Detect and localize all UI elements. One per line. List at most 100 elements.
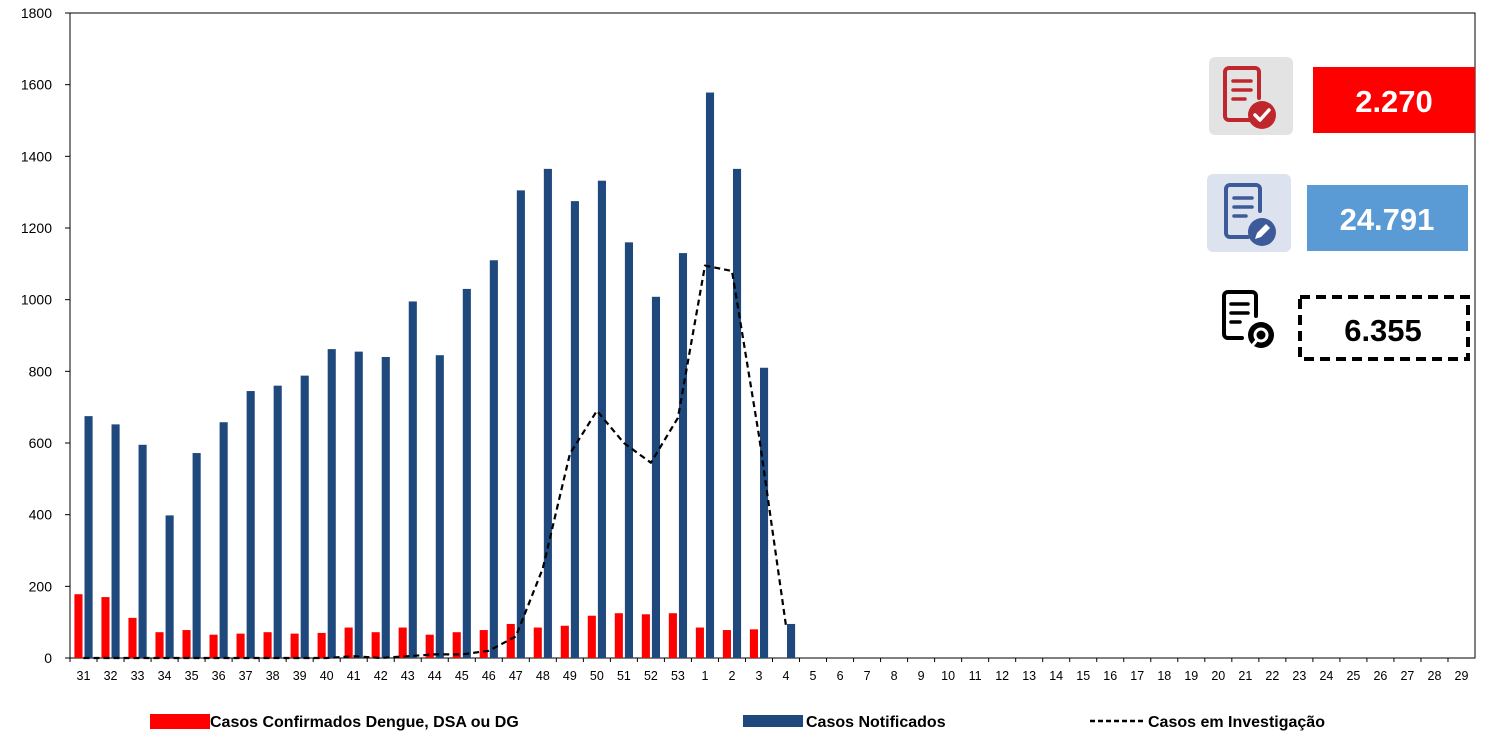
y-tick-label: 1000 [21,292,52,308]
legend-swatch-confirmed [150,714,210,729]
y-tick-label: 600 [29,435,53,451]
bar-notified [273,385,282,658]
x-tick-label: 51 [617,669,631,683]
y-axis: 0 200 400 600 800 1000 1200 1400 1600 1800 [21,5,70,666]
x-tick-label: 45 [455,669,469,683]
bar-confirmed [317,632,326,658]
bar-notified [327,349,336,658]
x-tick-label: 18 [1157,669,1171,683]
bar-confirmed [587,615,596,658]
x-tick-label: 13 [1022,669,1036,683]
bar-notified [111,424,120,658]
x-axis: 31 32 33 34 35 36 37 38 39 40 41 42 43 44 45 46 47 48 49 50… [69,658,1469,683]
line-investigation [83,264,788,660]
x-tick-label: 14 [1049,669,1063,683]
x-tick-label: 8 [891,669,898,683]
bar-confirmed [155,632,164,658]
x-tick-label: 17 [1130,669,1144,683]
legend-item-confirmed: Casos Confirmados Dengue, DSA ou DG [150,714,519,731]
kpi-investigation-box [1298,295,1470,361]
bar-notified [246,391,255,658]
bar-notified [192,453,201,658]
x-tick-label: 40 [320,669,334,683]
document-check-icon [1223,66,1276,129]
x-tick-label: 7 [864,669,871,683]
x-tick-label: 4 [783,669,790,683]
x-tick-label: 36 [212,669,226,683]
bar-notified [787,623,796,658]
x-tick-label: 44 [428,669,442,683]
bar-confirmed [371,632,380,658]
x-tick-label: 27 [1400,669,1414,683]
bar-confirmed [128,617,137,658]
x-tick-label: 29 [1455,669,1469,683]
legend-label-confirmed: Casos Confirmados Dengue, DSA ou DG [210,714,519,731]
document-search-icon [1222,290,1274,348]
bar-confirmed [398,627,407,658]
bar-notified [516,190,525,658]
bar-notified [435,355,444,658]
x-tick-label: 12 [995,669,1009,683]
bar-notified [219,422,228,658]
x-tick-label: 41 [347,669,361,683]
x-tick-label: 39 [293,669,307,683]
y-tick-label: 1400 [21,148,52,164]
x-tick-label: 10 [941,669,955,683]
kpi-investigation: 6.355 [1222,290,1470,361]
x-tick-label: 47 [509,669,523,683]
bar-notified [489,260,498,658]
bar-notified [678,253,688,659]
bar-confirmed [263,632,272,658]
x-tick-label: 34 [158,669,172,683]
legend: Casos Confirmados Dengue, DSA ou DG Caso… [150,714,1325,731]
bar-confirmed [209,634,218,658]
bar-notified [624,242,633,659]
bar-notified [165,515,174,658]
bar-notified [138,444,147,658]
x-tick-label: 53 [671,669,685,683]
x-tick-label: 19 [1184,669,1198,683]
x-tick-label: 1 [701,669,708,683]
bar-notified [300,375,309,658]
y-tick-label: 800 [29,363,53,379]
bar-confirmed [641,614,650,658]
y-tick-label: 400 [29,507,53,523]
bar-confirmed [74,594,83,658]
series-investigation [83,264,788,660]
bar-confirmed [479,630,488,658]
x-tick-label: 9 [918,669,925,683]
bar-confirmed [749,629,758,658]
bar-confirmed [182,630,191,658]
x-tick-label: 26 [1373,669,1387,683]
bar-notified [408,301,417,658]
bar-notified [597,180,606,658]
x-tick-label: 42 [374,669,388,683]
x-tick-label: 35 [185,669,199,683]
bar-confirmed [722,630,731,658]
kpi-confirmed-value: 2.270 [1355,84,1433,119]
kpi-confirmed-box [1313,67,1475,133]
kpi-notified: 24.791 [1207,174,1468,252]
x-tick-label: 50 [590,669,604,683]
bar-confirmed [614,613,623,658]
bar-notified [84,416,93,658]
x-tick-label: 6 [837,669,844,683]
document-edit-icon [1224,183,1276,246]
bar-notified [381,357,390,658]
kpi-notified-value: 24.791 [1340,202,1435,237]
x-tick-label: 11 [969,669,982,683]
bar-confirmed [425,634,434,658]
x-tick-label: 33 [131,669,145,683]
bar-notified [570,201,579,658]
bar-confirmed [560,625,569,658]
x-tick-label: 22 [1265,669,1279,683]
x-tick-label: 25 [1346,669,1360,683]
bar-notified [759,367,769,658]
bar-confirmed [101,597,110,658]
bar-confirmed [695,627,704,658]
y-tick-label: 200 [29,578,53,594]
x-tick-label: 24 [1319,669,1333,683]
x-tick-label: 31 [77,669,91,683]
x-tick-label: 48 [536,669,550,683]
y-tick-label: 0 [44,650,52,666]
